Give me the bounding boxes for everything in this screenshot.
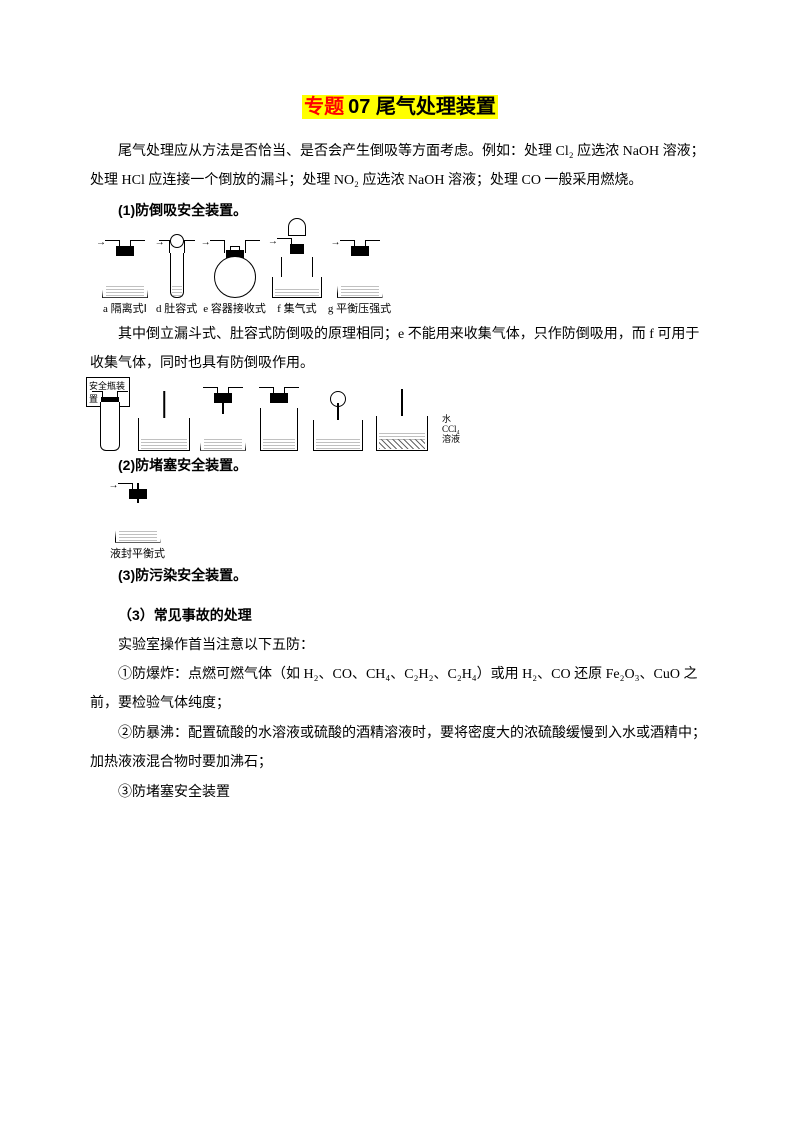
figure-row-1: → a 隔离式Ⅰ → d 肚容式 → — [100, 228, 710, 316]
apparatus-safety-bottle: 安全瓶装置 — [90, 391, 130, 451]
section-3-heading: (3)防污染安全装置。 — [90, 565, 710, 585]
apparatus-f-label: f 集气式 — [277, 300, 316, 316]
section-4-heading: （3）常见事故的处理 — [90, 605, 710, 625]
section-4-p3: ③防堵塞安全装置 — [90, 778, 710, 807]
title-part-2: 07 尾气处理装置 — [346, 95, 498, 119]
apparatus-e-label: e 容器接收式 — [203, 300, 266, 316]
apparatus-e: → e 容器接收式 — [203, 240, 266, 316]
document-page: 专题07 尾气处理装置 尾气处理应从方法是否恰当、是否会产生倒吸等方面考虑。例如… — [0, 0, 800, 847]
title-part-1: 专题 — [302, 95, 346, 119]
water-ccl4-label: 水 CCl₄ 溶液 — [442, 415, 460, 445]
apparatus-beaker-funnel — [136, 391, 192, 451]
figure-row-2: 安全瓶装置 — [90, 387, 710, 451]
apparatus-bottle — [254, 387, 304, 451]
apparatus-cone-tube — [198, 387, 248, 451]
apparatus-liquid-seal: → 液封平衡式 — [110, 483, 165, 561]
section-4-p2: ②防暴沸：配置硫酸的水溶液或硫酸的酒精溶液时，要将密度大的浓硫酸缓慢到入水或酒精… — [90, 719, 710, 778]
section-4-p1: ①防爆炸：点燃可燃气体（如 H₂、CO、CH₄、C₂H₂、C₂H₄）或用 H₂、… — [90, 660, 710, 719]
section-1-note: 其中倒立漏斗式、肚容式防倒吸的原理相同；e 不能用来收集气体，只作防倒吸用，而 … — [90, 320, 710, 379]
section-2-heading: (2)防堵塞安全装置。 — [90, 455, 710, 475]
apparatus-d: → d 肚容式 — [156, 240, 197, 316]
intro-paragraph: 尾气处理应从方法是否恰当、是否会产生倒吸等方面考虑。例如：处理 Cl₂ 应选浓 … — [90, 137, 710, 196]
figure-row-3: → 液封平衡式 — [110, 483, 710, 561]
apparatus-water-ccl4: 水 CCl₄ 溶液 — [372, 387, 432, 451]
apparatus-a: → a 隔离式Ⅰ — [100, 240, 150, 316]
apparatus-g: → g 平衡压强式 — [328, 240, 391, 316]
section-4-p0: 实验室操作首当注意以下五防： — [90, 631, 710, 660]
page-title: 专题07 尾气处理装置 — [90, 90, 710, 119]
apparatus-a-label: a 隔离式Ⅰ — [103, 300, 147, 316]
apparatus-g-label: g 平衡压强式 — [328, 300, 391, 316]
apparatus-d-label: d 肚容式 — [156, 300, 197, 316]
apparatus-f: → f 集气式 — [272, 228, 322, 316]
section-1-heading: (1)防倒吸安全装置。 — [90, 200, 710, 220]
liquid-seal-label: 液封平衡式 — [110, 545, 165, 561]
apparatus-beaker-bulb — [310, 387, 366, 451]
